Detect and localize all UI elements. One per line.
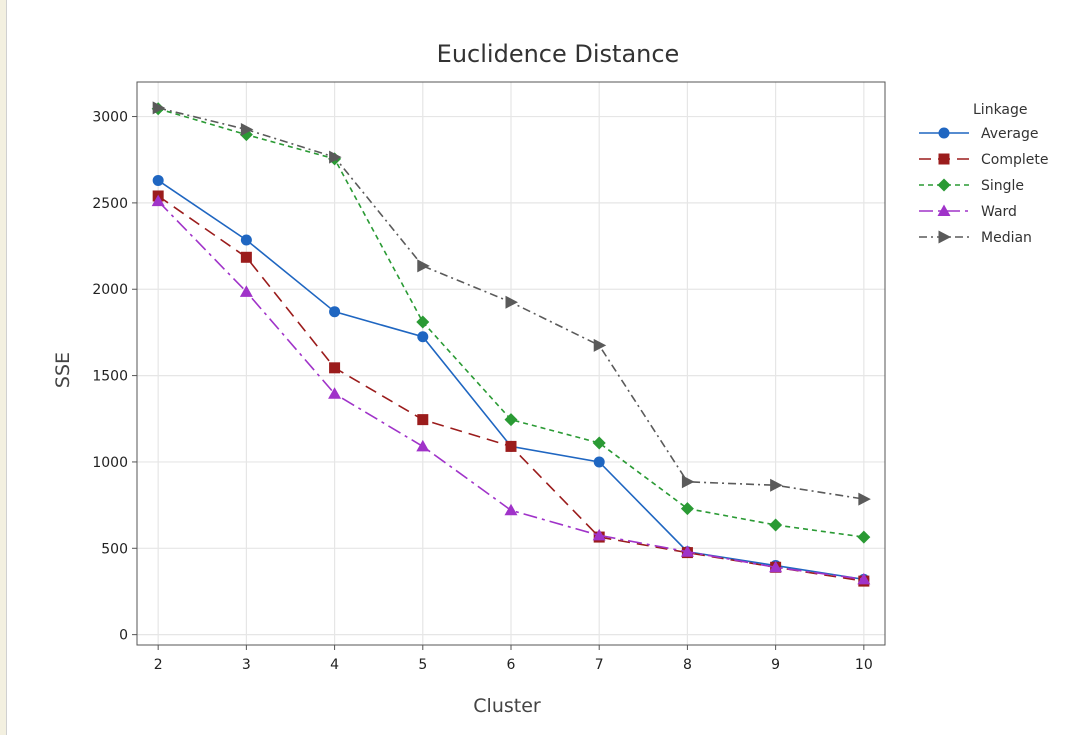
- y-tick-label: 500: [101, 541, 128, 557]
- legend-label: Ward: [981, 204, 1017, 220]
- legend-marker: [938, 230, 951, 244]
- data-point: [416, 315, 430, 329]
- data-point: [329, 306, 341, 318]
- y-tick-label: 0: [119, 628, 128, 644]
- legend-item-average: Average: [919, 126, 1039, 142]
- data-point: [329, 150, 342, 164]
- data-point: [593, 456, 605, 468]
- x-tick-label: 4: [330, 657, 339, 673]
- data-point: [240, 234, 252, 246]
- x-tick-label: 10: [855, 657, 873, 673]
- data-point: [680, 502, 694, 516]
- x-tick-label: 3: [242, 657, 251, 673]
- line-chart: Euclidence Distance Cluster SSE 2 3 4 5 6 7 8 9…: [52, 40, 1048, 717]
- data-point: [239, 285, 253, 297]
- data-point: [152, 101, 166, 115]
- data-point: [857, 572, 871, 585]
- data-point: [592, 436, 606, 450]
- data-point: [505, 295, 518, 309]
- data-point: [593, 338, 607, 352]
- legend-label: Median: [981, 230, 1032, 246]
- legend-item-complete: Complete: [919, 152, 1048, 168]
- y-tick-label: 3000: [92, 110, 128, 126]
- data-point: [417, 414, 429, 426]
- legend-marker: [938, 153, 950, 165]
- series-ward: [151, 194, 871, 585]
- x-tick-label: 9: [771, 657, 780, 673]
- x-tick-label: 6: [507, 657, 516, 673]
- legend-label: Single: [981, 178, 1024, 194]
- data-point: [417, 259, 430, 273]
- y-tick-label: 2500: [92, 196, 128, 212]
- data-point: [504, 503, 518, 516]
- x-tick-label: 2: [154, 657, 163, 673]
- plot-area: 2 3 4 5 6 7 8 9 10 0 500 1000 1500 2000 2500 3000: [92, 81, 886, 673]
- x-axis-label: Cluster: [473, 695, 541, 717]
- data-point: [505, 440, 517, 452]
- legend-marker: [937, 204, 951, 216]
- series-median: [152, 101, 871, 506]
- data-point: [329, 362, 341, 374]
- data-point: [770, 478, 783, 492]
- data-point: [857, 530, 871, 544]
- legend-item-median: Median: [919, 230, 1032, 246]
- data-point: [151, 194, 165, 207]
- data-point: [240, 251, 252, 263]
- y-tick-label: 1000: [92, 455, 128, 471]
- data-point: [416, 439, 430, 452]
- x-tick-label: 8: [683, 657, 692, 673]
- chart-frame: Euclidence Distance Cluster SSE 2 3 4 5 6 7 8 9…: [6, 0, 1091, 735]
- data-point: [680, 545, 694, 557]
- legend-item-ward: Ward: [919, 204, 1017, 220]
- chart-title: Euclidence Distance: [437, 40, 680, 68]
- data-point: [858, 492, 871, 506]
- legend-marker: [938, 127, 950, 139]
- data-point: [504, 413, 518, 427]
- x-tick-label: 7: [595, 657, 604, 673]
- y-tick-label: 2000: [92, 282, 128, 298]
- data-point: [681, 475, 695, 489]
- data-point: [769, 560, 783, 573]
- legend-item-single: Single: [919, 178, 1024, 194]
- legend: Linkage Average Complete Single Ward Median: [919, 102, 1048, 246]
- x-tick-label: 5: [418, 657, 427, 673]
- legend-label: Complete: [981, 152, 1048, 168]
- data-point: [592, 528, 606, 541]
- data-point: [240, 122, 254, 136]
- y-tick-label: 1500: [92, 369, 128, 385]
- legend-label: Average: [981, 126, 1039, 142]
- data-point: [769, 518, 783, 532]
- legend-marker: [937, 178, 951, 192]
- legend-title: Linkage: [973, 102, 1028, 118]
- data-point: [417, 331, 429, 343]
- data-point: [328, 387, 342, 399]
- data-point: [152, 174, 164, 186]
- y-axis-label: SSE: [52, 352, 74, 388]
